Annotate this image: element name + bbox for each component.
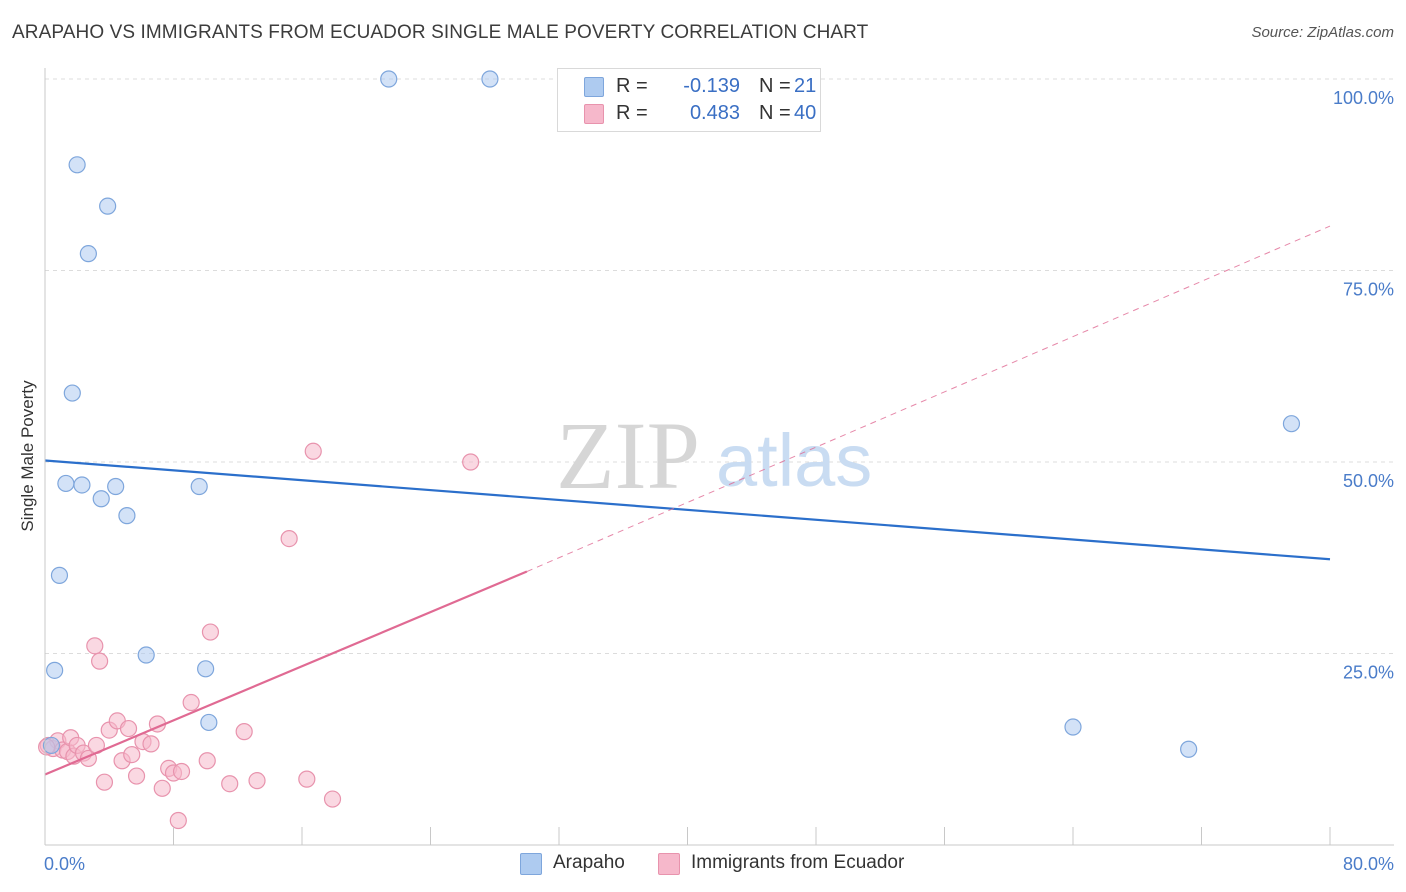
ecuador-legend-swatch [658, 853, 680, 875]
ecuador-point [198, 752, 216, 770]
arapaho-point [1180, 740, 1198, 758]
watermark-atlas: atlas [716, 419, 872, 502]
n-value: 40 [794, 102, 817, 124]
arapaho-point [137, 646, 155, 664]
arapaho-point [107, 477, 125, 496]
y-tick-label: 75.0% [1343, 280, 1394, 300]
source-label: Source: ZipAtlas.com [1251, 24, 1394, 41]
x-tick-label: 0.0% [44, 854, 85, 874]
ecuador-trend-extension [526, 225, 1331, 572]
arapaho-legend-swatch [520, 853, 542, 875]
ecuador-point [304, 442, 322, 460]
ecuador-point [123, 746, 141, 764]
r-label: R = [616, 102, 648, 124]
n-label: N = [759, 102, 791, 124]
arapaho-point [200, 713, 218, 732]
ecuador-point [221, 775, 239, 793]
arapaho-point [1282, 415, 1301, 433]
ecuador-point [201, 623, 220, 641]
chart-title: ARAPAHO VS IMMIGRANTS FROM ECUADOR SINGL… [12, 22, 869, 43]
arapaho-trend-line [44, 459, 1331, 561]
ecuador-point [95, 773, 114, 791]
arapaho-point [190, 477, 208, 496]
r-label: R = [616, 75, 648, 97]
ecuador-trend-line [44, 570, 528, 776]
ecuador-point [462, 453, 480, 471]
y-tick-label: 50.0% [1343, 471, 1394, 491]
ecuador-point [86, 637, 104, 655]
ecuador-legend-label: Immigrants from Ecuador [691, 852, 905, 873]
arapaho-point [197, 660, 215, 678]
n-value: 21 [794, 75, 817, 97]
ecuador-swatch [584, 104, 604, 124]
points-layer [38, 70, 1301, 830]
ecuador-point [323, 790, 342, 808]
arapaho-point [57, 474, 75, 493]
ecuador-point [235, 723, 253, 741]
axis-layer: 25.0% 50.0% 75.0% 100.0% 0.0% 80.0% [44, 68, 1394, 874]
arapaho-point [99, 197, 117, 215]
ecuador-point [172, 762, 191, 781]
arapaho-point [79, 245, 97, 263]
ecuador-point [182, 693, 200, 712]
arapaho-point [50, 566, 69, 584]
arapaho-point [380, 70, 398, 88]
ecuador-point [248, 772, 266, 790]
ecuador-point [119, 719, 138, 738]
arapaho-point [73, 476, 91, 494]
watermark-zip: ZIP [556, 402, 700, 509]
arapaho-legend-label: Arapaho [553, 852, 625, 873]
r-value: -0.139 [683, 75, 740, 97]
arapaho-point [68, 156, 86, 174]
arapaho-point [42, 736, 61, 755]
arapaho-point [46, 661, 64, 679]
y-tick-label: 100.0% [1333, 88, 1394, 108]
ecuador-point [127, 767, 146, 785]
watermark: ZIP atlas [556, 402, 872, 509]
ecuador-point [280, 529, 298, 548]
trend-layer [44, 225, 1331, 776]
n-label: N = [759, 75, 791, 97]
ecuador-point [91, 652, 109, 670]
y-tick-label: 25.0% [1343, 663, 1394, 683]
arapaho-point [118, 507, 136, 525]
arapaho-swatch [584, 77, 604, 97]
grid-layer [45, 78, 1394, 654]
arapaho-point [92, 490, 110, 508]
ecuador-point [153, 779, 171, 797]
stats-legend: R = -0.139 N = 21 R = 0.483 N = 40 [557, 68, 821, 132]
ecuador-point [142, 735, 160, 753]
arapaho-point [1064, 718, 1082, 736]
ecuador-point [169, 811, 187, 830]
arapaho-point [63, 384, 81, 402]
x-tick-label: 80.0% [1343, 854, 1394, 874]
ecuador-point [298, 770, 316, 788]
r-value: 0.483 [689, 102, 740, 124]
arapaho-point [481, 70, 499, 88]
